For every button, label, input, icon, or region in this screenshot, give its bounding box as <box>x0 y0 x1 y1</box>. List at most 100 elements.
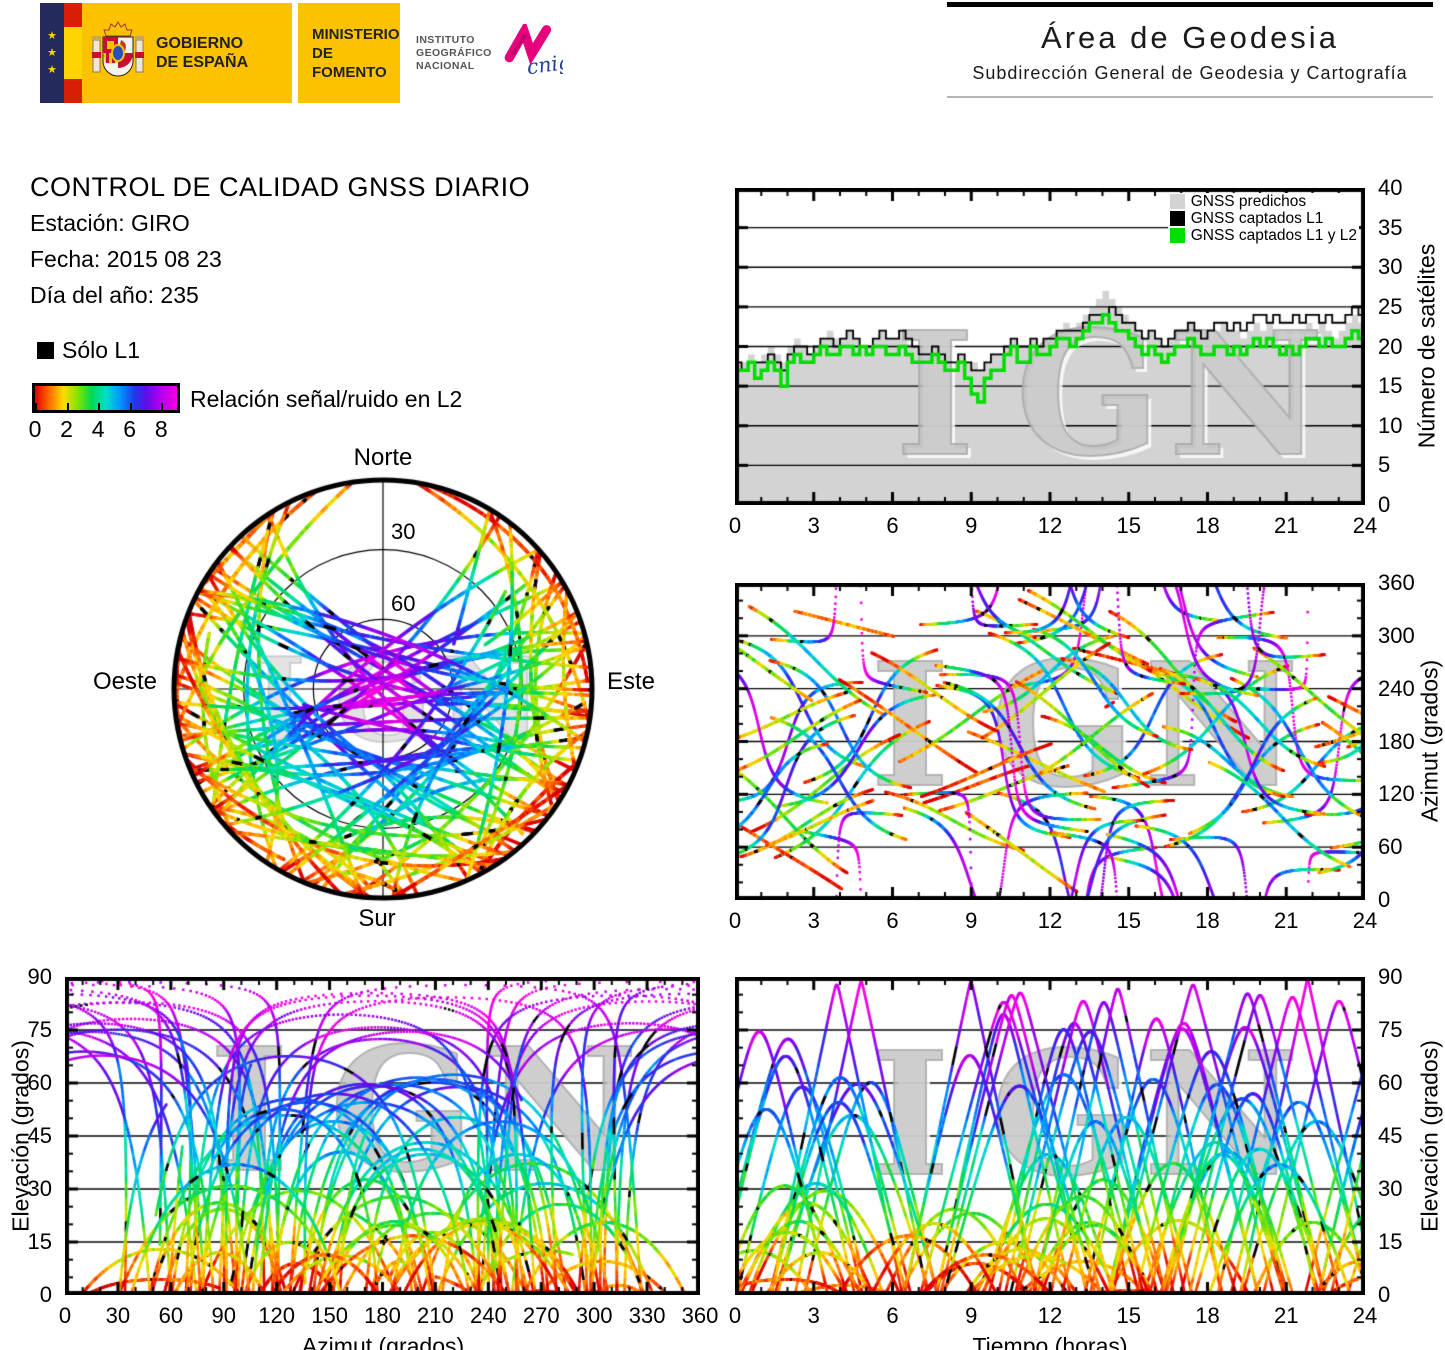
tick-label-y: 60 <box>1378 1070 1403 1095</box>
elevation-time-xlabel: Tiempo (horas) <box>972 1333 1128 1350</box>
report-title: CONTROL DE CALIDAD GNSS DIARIO <box>30 172 531 202</box>
tick-label-x: 18 <box>1195 1303 1220 1328</box>
legend-label: GNSS predichos <box>1190 192 1307 210</box>
tick-label-y: 25 <box>1378 293 1403 319</box>
legend-label: GNSS captados L1 <box>1190 209 1324 227</box>
spain-flag-stripe <box>64 3 82 103</box>
legend-swatch-icon <box>1169 228 1185 243</box>
star-icon: ★ <box>47 29 57 42</box>
area-header: Área de Geodesia Subdirección General de… <box>947 2 1433 98</box>
gobierno-line2: DE ESPAÑA <box>156 54 249 71</box>
ministerio-line1: MINISTERIO <box>312 25 400 43</box>
tick-label-x: 300 <box>575 1303 613 1328</box>
tick-label-y: 90 <box>27 964 52 989</box>
tick-label-y: 30 <box>1378 1176 1403 1201</box>
tick-label-x: 15 <box>1116 513 1141 538</box>
tick-label-x: 21 <box>1274 513 1299 538</box>
snr-colorbar-title: Relación señal/ruido en L2 <box>190 386 463 412</box>
tick-label-x: 210 <box>417 1303 454 1328</box>
skyplot-west-label: Oeste <box>92 668 157 695</box>
tick-label-x: 30 <box>105 1303 131 1328</box>
instituto-line1: INSTITUTO <box>416 33 475 46</box>
colorbar-tick <box>98 403 101 410</box>
colorbar-tick <box>161 403 164 410</box>
tick-label-y: 300 <box>1378 622 1415 648</box>
tick-label-x: 0 <box>728 908 742 933</box>
tick-label-y: 360 <box>1378 570 1415 595</box>
tick-label-y: 0 <box>1378 1282 1391 1307</box>
tick-label-y: 60 <box>27 1070 52 1095</box>
legend-row-1: GNSS captados L1 <box>1167 209 1359 227</box>
legend-row-0: GNSS predichos <box>1167 192 1359 210</box>
skyplot-canvas <box>169 475 597 903</box>
tick-label-x: 24 <box>1352 1303 1378 1328</box>
eu-flag-stripe: ★ ★ ★ <box>40 3 64 103</box>
elevation-azimuth-chart: Elevación (grados) Azimut (grados) 0 30 60… <box>8 964 719 1350</box>
ministerio-text: MINISTERIO DE FOMENTO <box>312 25 400 82</box>
tick-label-y: 60 <box>1378 834 1403 860</box>
instituto-block: INSTITUTO GEOGRÁFICO NACIONAL cnig <box>400 3 563 103</box>
tick-label-x: 150 <box>311 1303 348 1328</box>
ministerio-block: MINISTERIO DE FOMENTO <box>298 3 400 103</box>
tick-label-x: 12 <box>1037 1303 1063 1328</box>
gobierno-text: GOBIERNO DE ESPAÑA <box>156 34 248 72</box>
instituto-line3: NACIONAL <box>416 59 475 72</box>
tick-label-y: 240 <box>1378 675 1415 701</box>
tick-label-y: 120 <box>1378 781 1415 807</box>
tick-label-y: 15 <box>27 1229 52 1254</box>
cnig-logo-icon: cnig <box>504 24 563 79</box>
skyplot-block: Norte Sur Oeste Este 30 60 <box>93 444 655 932</box>
date-line: Fecha: 2015 08 23 <box>30 246 222 272</box>
instituto-line2: GEOGRÁFICO <box>416 46 492 59</box>
tick-label-y: 10 <box>1378 412 1403 438</box>
tick-label-x: 21 <box>1274 908 1299 933</box>
skyplot-ring-60-label: 60 <box>391 591 416 616</box>
tick-label-x: 9 <box>965 908 978 933</box>
skyplot-east-label: Este <box>607 668 656 695</box>
solo-l1-legend: Sólo L1 <box>37 337 140 364</box>
legend-row-2: GNSS captados L1 y L2 <box>1167 227 1359 244</box>
skyplot-ring-30-label: 30 <box>391 519 416 544</box>
tick-label-y: 45 <box>1378 1123 1403 1148</box>
tick-label-x: 60 <box>158 1303 184 1328</box>
colorbar-tick-label: 0 <box>28 416 42 442</box>
tick-label-x: 0 <box>58 1303 72 1328</box>
svg-text:cnig: cnig <box>525 49 563 79</box>
colorbar-tick <box>129 403 132 410</box>
skyplot-north-label: Norte <box>353 444 413 471</box>
station-line: Estación: GIRO <box>30 210 190 236</box>
tick-label-y: 0 <box>1378 492 1391 517</box>
government-banner: ★ ★ ★ <box>40 3 563 103</box>
tick-label-x: 12 <box>1037 513 1063 538</box>
tick-label-x: 3 <box>807 1303 820 1328</box>
tick-label-x: 180 <box>364 1303 401 1328</box>
colorbar-tick <box>66 403 69 410</box>
tick-label-x: 3 <box>807 908 820 933</box>
legend-swatch-icon <box>1169 211 1185 226</box>
tick-label-x: 24 <box>1352 513 1378 538</box>
tick-label-x: 18 <box>1195 513 1220 538</box>
tick-label-x: 3 <box>807 513 820 538</box>
tick-label-x: 270 <box>522 1303 560 1328</box>
tick-label-x: 6 <box>886 908 899 933</box>
legend-swatch-icon <box>1169 194 1185 209</box>
elevation-azimuth-canvas <box>65 977 700 1295</box>
tick-label-x: 21 <box>1274 1303 1299 1328</box>
tick-label-y: 90 <box>1378 964 1403 989</box>
header-top-rule <box>947 2 1433 7</box>
spain-coat-of-arms-icon <box>92 21 144 77</box>
tick-label-y: 30 <box>1378 254 1403 280</box>
tick-label-y: 0 <box>1378 887 1391 912</box>
tick-label-y: 45 <box>27 1123 52 1148</box>
tick-label-x: 0 <box>728 513 742 538</box>
instituto-text: INSTITUTO GEOGRÁFICO NACIONAL <box>416 34 492 73</box>
skyplot-south-label: Sur <box>358 905 396 932</box>
elevation-time-canvas <box>735 977 1365 1295</box>
black-swatch-icon <box>37 342 54 359</box>
azimuth-chart: Azimut (grados) 0 3 6 9 12 15 18 21 24 0 60 120 180 2… <box>729 570 1443 933</box>
tick-label-y: 30 <box>27 1176 52 1201</box>
banner-divider <box>292 3 298 103</box>
tick-label-x: 12 <box>1037 908 1063 933</box>
